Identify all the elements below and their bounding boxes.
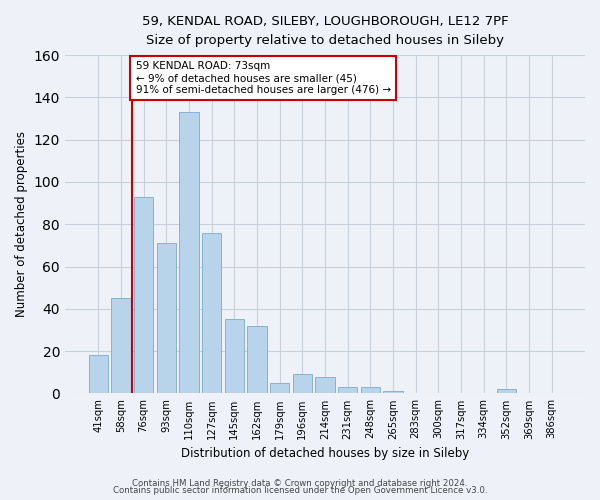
Y-axis label: Number of detached properties: Number of detached properties <box>15 132 28 318</box>
Bar <box>157 244 176 394</box>
Bar <box>497 389 516 394</box>
Text: Contains HM Land Registry data © Crown copyright and database right 2024.: Contains HM Land Registry data © Crown c… <box>132 478 468 488</box>
Bar <box>111 298 131 394</box>
Bar <box>316 376 335 394</box>
Title: 59, KENDAL ROAD, SILEBY, LOUGHBOROUGH, LE12 7PF
Size of property relative to det: 59, KENDAL ROAD, SILEBY, LOUGHBOROUGH, L… <box>142 15 508 47</box>
Bar <box>224 320 244 394</box>
Bar <box>361 387 380 394</box>
Bar <box>134 197 153 394</box>
Bar <box>202 232 221 394</box>
Bar <box>89 356 108 394</box>
Bar <box>293 374 312 394</box>
X-axis label: Distribution of detached houses by size in Sileby: Distribution of detached houses by size … <box>181 447 469 460</box>
Bar <box>338 387 357 394</box>
Text: Contains public sector information licensed under the Open Government Licence v3: Contains public sector information licen… <box>113 486 487 495</box>
Bar <box>247 326 266 394</box>
Bar <box>383 392 403 394</box>
Text: 59 KENDAL ROAD: 73sqm
← 9% of detached houses are smaller (45)
91% of semi-detac: 59 KENDAL ROAD: 73sqm ← 9% of detached h… <box>136 62 391 94</box>
Bar <box>179 112 199 394</box>
Bar <box>270 383 289 394</box>
